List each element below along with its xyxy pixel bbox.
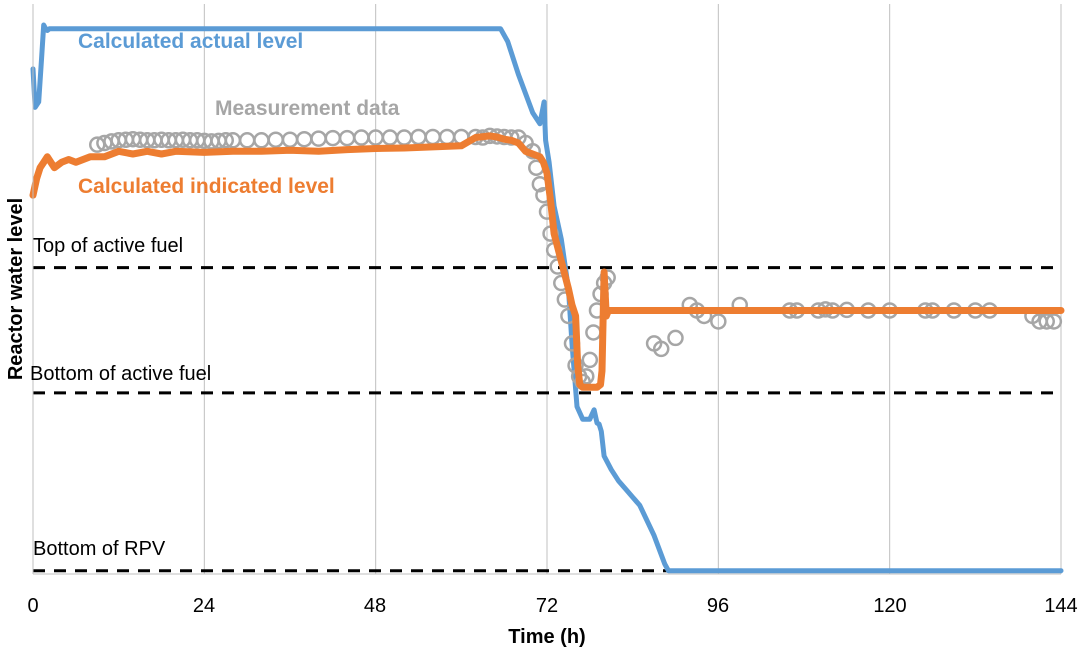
series-label-measured: Measurement data: [215, 97, 400, 120]
x-tick-label: 48: [364, 595, 386, 617]
x-tick-label: 72: [536, 595, 558, 617]
measurement-point: [395, 129, 413, 146]
ref-label-bottom-of-active-fuel: Bottom of active fuel: [30, 363, 211, 385]
x-axis-title: Time (h): [508, 626, 585, 648]
measurement-point: [410, 128, 427, 146]
reference-lines: [33, 266, 1061, 573]
measurement-point: [667, 329, 684, 347]
ref-label-top-of-active-fuel: Top of active fuel: [33, 235, 183, 257]
measurement-point: [1045, 313, 1063, 330]
measurement-point: [581, 351, 599, 369]
measurement-point: [585, 324, 602, 341]
series-calculated-indicated-level: [29, 132, 1065, 391]
series-label-actual: Calculated actual level: [78, 30, 303, 53]
x-tick-label: 144: [1044, 595, 1077, 617]
measurement-point: [217, 132, 234, 149]
measurement-point: [310, 130, 327, 147]
x-tick-label: 24: [193, 595, 215, 617]
indicated-level-line: [29, 132, 1065, 391]
measurement-point: [710, 313, 727, 330]
series-calculated-actual-level: [30, 22, 1064, 574]
measurement-point: [353, 129, 370, 146]
ref-label-bottom-of-rpv: Bottom of RPV: [33, 538, 166, 560]
measurement-point: [338, 129, 356, 147]
measurement-point: [1038, 313, 1055, 330]
y-axis-title: Reactor water level: [5, 198, 27, 380]
measurement-point: [381, 129, 399, 146]
gridlines: [203, 4, 1062, 574]
measurement-point: [281, 131, 299, 148]
x-tick-label: 120: [873, 595, 906, 617]
series-label-indicated: Calculated indicated level: [78, 175, 335, 198]
measurement-point: [424, 128, 442, 146]
measurement-point: [652, 340, 670, 358]
measurement-point: [324, 129, 342, 147]
actual-level-line: [30, 22, 1064, 574]
x-tick-label: 0: [27, 595, 38, 617]
x-tick-labels: 0 24 48 72 96 120 144: [27, 595, 1077, 617]
measurement-point: [238, 132, 256, 149]
measurement-point: [267, 131, 284, 148]
measurement-point: [438, 128, 456, 146]
measurement-point: [296, 130, 313, 148]
x-tick-label: 96: [707, 595, 729, 617]
measurement-point: [253, 132, 270, 149]
axes: [32, 4, 1061, 575]
